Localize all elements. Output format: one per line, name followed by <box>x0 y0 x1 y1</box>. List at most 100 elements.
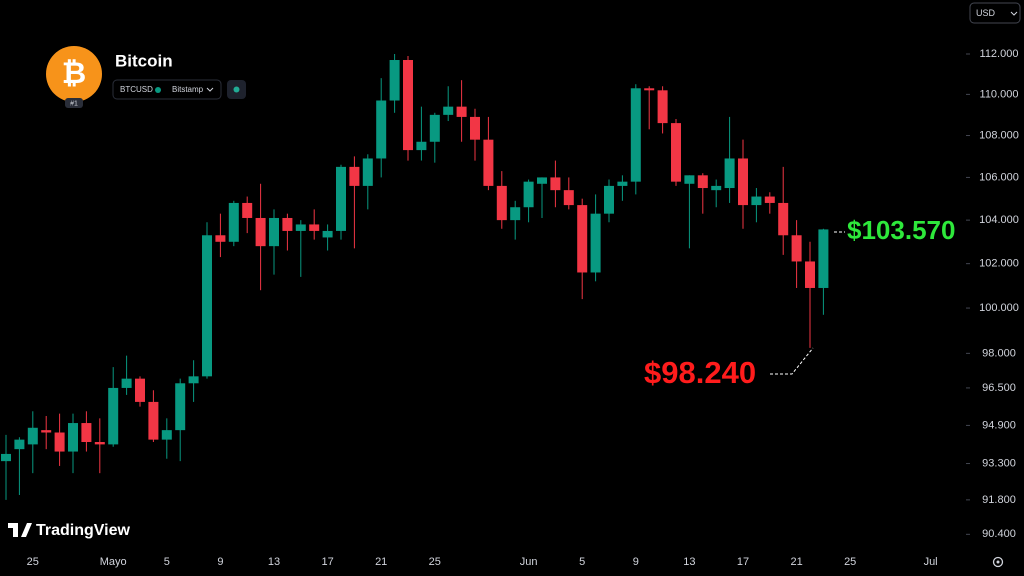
currency-button[interactable] <box>969 2 1021 24</box>
y-tick-label: 110.000 <box>980 88 1019 100</box>
candle-body <box>563 190 574 206</box>
candle-body <box>175 383 186 431</box>
x-tick-label: 21 <box>790 556 802 568</box>
candle-body <box>416 141 427 151</box>
candle-body <box>121 378 132 388</box>
candle-body <box>671 123 681 182</box>
x-tick-label: 9 <box>217 556 223 568</box>
x-tick-label: 5 <box>164 556 170 568</box>
candle-body <box>818 229 829 288</box>
candle-body <box>604 185 614 214</box>
rank-badge <box>65 98 83 108</box>
candle-body <box>135 378 145 402</box>
brand-logo <box>8 523 32 537</box>
candle-body <box>108 387 119 445</box>
candle-body <box>309 224 320 231</box>
candle-body <box>523 181 534 208</box>
x-tick-label: 9 <box>633 556 639 568</box>
x-tick-label: 5 <box>579 556 585 568</box>
candle-body <box>68 423 78 452</box>
x-tick-label: 13 <box>268 556 280 568</box>
currency: USD <box>976 8 996 18</box>
y-tick-label: 108.000 <box>979 129 1019 141</box>
low-leader <box>770 347 814 375</box>
candle-body <box>470 116 480 140</box>
candle-body <box>362 158 373 186</box>
candle-body <box>590 213 601 273</box>
x-tick-label: Mayo <box>100 556 127 568</box>
candle-body <box>295 224 306 231</box>
x-tick-label: 25 <box>844 556 856 568</box>
low-annotation: $98.240 <box>644 355 756 390</box>
candle-body <box>738 158 748 206</box>
y-tick-label: 98.000 <box>982 347 1016 359</box>
y-tick-label: 100.000 <box>979 302 1019 314</box>
y-tick-label: 94.900 <box>982 419 1016 431</box>
candle-body <box>483 139 494 186</box>
symbol-pill[interactable] <box>112 79 222 100</box>
x-tick-label: 21 <box>375 556 387 568</box>
x-tick-label: 13 <box>683 556 695 568</box>
candle-body <box>711 185 722 191</box>
candle-body <box>376 100 387 159</box>
candle-body <box>537 177 547 184</box>
candle-body <box>496 185 507 221</box>
candle-body <box>456 106 467 117</box>
x-tick-label: 17 <box>321 556 333 568</box>
y-tick-label: 91.800 <box>982 494 1016 506</box>
coin-logo <box>46 46 102 102</box>
chart-title: Bitcoin <box>115 51 173 70</box>
candle-body <box>336 166 346 231</box>
dropdown-arrow <box>206 87 214 92</box>
candle-body <box>94 442 105 445</box>
exchange-icon <box>155 87 161 93</box>
candle-body <box>644 88 655 91</box>
candle-body <box>778 202 789 236</box>
candle-body <box>403 60 413 151</box>
candle-body <box>684 175 695 184</box>
x-tick-label: 25 <box>27 556 39 568</box>
candle-body <box>443 106 454 115</box>
candle-body <box>161 430 172 440</box>
brand: TradingView <box>36 522 131 539</box>
candle-body <box>41 430 52 433</box>
candle-body <box>148 401 159 440</box>
x-tick-label: 17 <box>737 556 749 568</box>
x-tick-label: 25 <box>429 556 441 568</box>
candle-body <box>617 181 628 186</box>
coin-symbol: ₿ <box>62 57 86 90</box>
y-tick-label: 93.300 <box>982 457 1016 469</box>
candle-body <box>81 423 92 443</box>
close-annotation: $103.570 <box>847 215 955 245</box>
candle-body <box>550 177 561 191</box>
candle-body <box>791 235 802 262</box>
plot-area: 90.400 91.800 93.300 94.900 96.500 98.000 100.… <box>1 48 1019 568</box>
candle-body <box>282 217 293 231</box>
y-tick-label: 106.000 <box>979 171 1019 183</box>
candle-body <box>751 196 762 206</box>
settings-center <box>996 560 1000 564</box>
candle-body <box>188 376 199 384</box>
candle-body <box>429 114 440 142</box>
settings-icon[interactable] <box>992 556 1004 568</box>
symbol: BTCUSD <box>120 85 153 94</box>
candle-body <box>14 439 25 450</box>
candle-body <box>1 453 11 462</box>
candle-body <box>764 196 775 203</box>
candle-body <box>255 217 266 247</box>
candle-body <box>657 90 668 124</box>
candle-body <box>269 217 279 247</box>
exchange: Bitstamp <box>172 85 204 94</box>
status-dot <box>233 86 240 93</box>
candle-body <box>27 427 38 445</box>
x-tick-label: Jul <box>924 556 938 568</box>
y-tick-label: 96.500 <box>982 382 1016 394</box>
candle-body <box>577 205 588 273</box>
candle-body <box>215 235 226 242</box>
y-tick-label: 112.000 <box>980 48 1019 60</box>
candle-body <box>322 230 333 238</box>
candle-body <box>349 166 360 186</box>
